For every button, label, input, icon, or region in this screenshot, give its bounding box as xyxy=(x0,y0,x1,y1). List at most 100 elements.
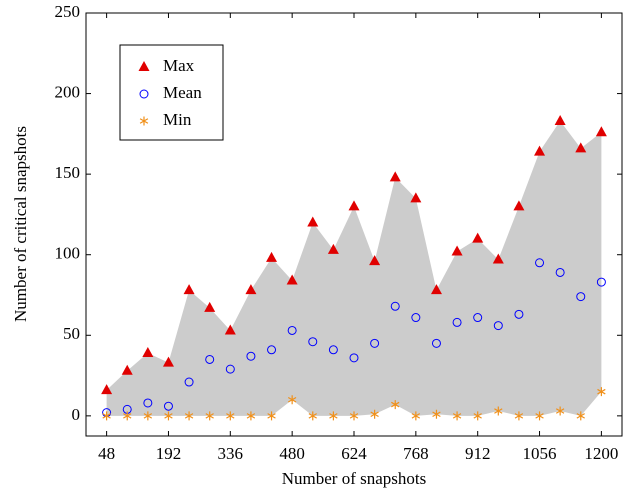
marker-asterisk xyxy=(102,411,111,421)
marker-circle xyxy=(246,351,256,361)
y-axis-label: Number of critical snapshots xyxy=(11,126,30,322)
y-tick-label: 200 xyxy=(55,82,81,101)
marker-asterisk xyxy=(514,411,524,421)
marker-circle xyxy=(452,317,462,327)
y-tick-label: 250 xyxy=(55,2,81,21)
marker-circle xyxy=(205,354,215,364)
marker-triangle xyxy=(492,253,504,264)
marker-circle xyxy=(287,325,297,335)
marker-asterisk xyxy=(267,411,276,421)
marker-circle xyxy=(596,277,606,287)
marker-triangle xyxy=(101,384,113,395)
marker-triangle xyxy=(410,192,422,203)
marker-triangle xyxy=(162,356,174,367)
marker-triangle xyxy=(513,200,525,211)
marker-circle xyxy=(349,353,359,363)
marker-circle xyxy=(535,258,545,268)
marker-triangle xyxy=(183,284,195,295)
marker-asterisk xyxy=(494,406,503,416)
marker-circle xyxy=(225,364,235,374)
marker-triangle xyxy=(554,114,566,125)
marker-triangle xyxy=(307,216,319,227)
marker-asterisk xyxy=(123,411,132,421)
marker-asterisk xyxy=(432,409,441,419)
marker-asterisk xyxy=(184,411,194,421)
legend-label: Max xyxy=(163,56,195,75)
x-tick-label: 1200 xyxy=(584,444,618,463)
marker-asterisk xyxy=(391,400,400,410)
marker-circle xyxy=(143,398,153,408)
marker-circle xyxy=(431,338,441,348)
range-area xyxy=(106,120,602,416)
marker-triangle xyxy=(472,232,484,243)
y-tick-label: 0 xyxy=(72,405,81,424)
marker-triangle xyxy=(595,126,607,137)
marker-asterisk xyxy=(308,411,317,421)
marker-asterisk xyxy=(535,411,544,421)
x-tick-label: 1056 xyxy=(523,444,557,463)
marker-asterisk xyxy=(143,411,153,421)
marker-triangle xyxy=(430,284,442,295)
marker-triangle xyxy=(138,61,150,71)
marker-circle xyxy=(267,345,277,355)
marker-asterisk xyxy=(370,409,379,419)
marker-triangle xyxy=(142,347,154,358)
marker-circle xyxy=(473,313,483,323)
y-tick-label: 150 xyxy=(55,163,81,182)
marker-asterisk xyxy=(226,411,235,421)
x-axis-label: Number of snapshots xyxy=(282,469,426,488)
marker-triangle xyxy=(348,200,360,211)
marker-triangle xyxy=(327,243,339,254)
marker-asterisk xyxy=(555,406,565,416)
marker-asterisk xyxy=(246,411,256,421)
marker-circle xyxy=(576,292,586,302)
x-tick-label: 624 xyxy=(341,444,367,463)
marker-circle xyxy=(184,377,194,387)
marker-triangle xyxy=(204,301,216,312)
marker-asterisk xyxy=(349,411,359,421)
x-tick-label: 192 xyxy=(156,444,182,463)
marker-asterisk xyxy=(576,411,585,421)
legend-label: Min xyxy=(163,110,192,129)
marker-circle xyxy=(163,401,173,411)
marker-triangle xyxy=(121,364,133,375)
marker-circle xyxy=(493,321,503,331)
marker-triangle xyxy=(369,255,381,266)
x-tick-label: 768 xyxy=(403,444,429,463)
legend-label: Mean xyxy=(163,83,202,102)
x-tick-label: 480 xyxy=(279,444,305,463)
marker-triangle xyxy=(224,324,236,335)
marker-circle xyxy=(555,267,565,277)
marker-circle xyxy=(514,309,524,319)
marker-circle xyxy=(370,338,380,348)
marker-triangle xyxy=(451,245,463,256)
marker-asterisk xyxy=(205,411,214,421)
marker-triangle xyxy=(575,142,587,153)
marker-triangle xyxy=(266,251,278,262)
marker-circle xyxy=(390,301,400,311)
marker-circle xyxy=(411,313,421,323)
marker-circle xyxy=(308,337,318,347)
marker-asterisk xyxy=(139,116,149,126)
marker-triangle xyxy=(389,171,401,182)
marker-asterisk xyxy=(164,411,173,421)
marker-triangle xyxy=(245,284,257,295)
marker-circle xyxy=(139,89,149,99)
marker-asterisk xyxy=(287,395,297,405)
legend-box xyxy=(119,44,224,141)
marker-triangle xyxy=(534,145,546,156)
marker-asterisk xyxy=(329,411,338,421)
x-tick-label: 48 xyxy=(98,444,115,463)
y-tick-label: 100 xyxy=(55,244,81,263)
marker-circle xyxy=(328,345,338,355)
marker-asterisk xyxy=(411,411,421,421)
x-tick-label: 336 xyxy=(218,444,244,463)
y-tick-label: 50 xyxy=(63,324,80,343)
marker-asterisk xyxy=(597,387,606,397)
marker-triangle xyxy=(286,274,298,285)
x-tick-label: 912 xyxy=(465,444,491,463)
marker-asterisk xyxy=(473,411,482,421)
marker-asterisk xyxy=(452,411,462,421)
